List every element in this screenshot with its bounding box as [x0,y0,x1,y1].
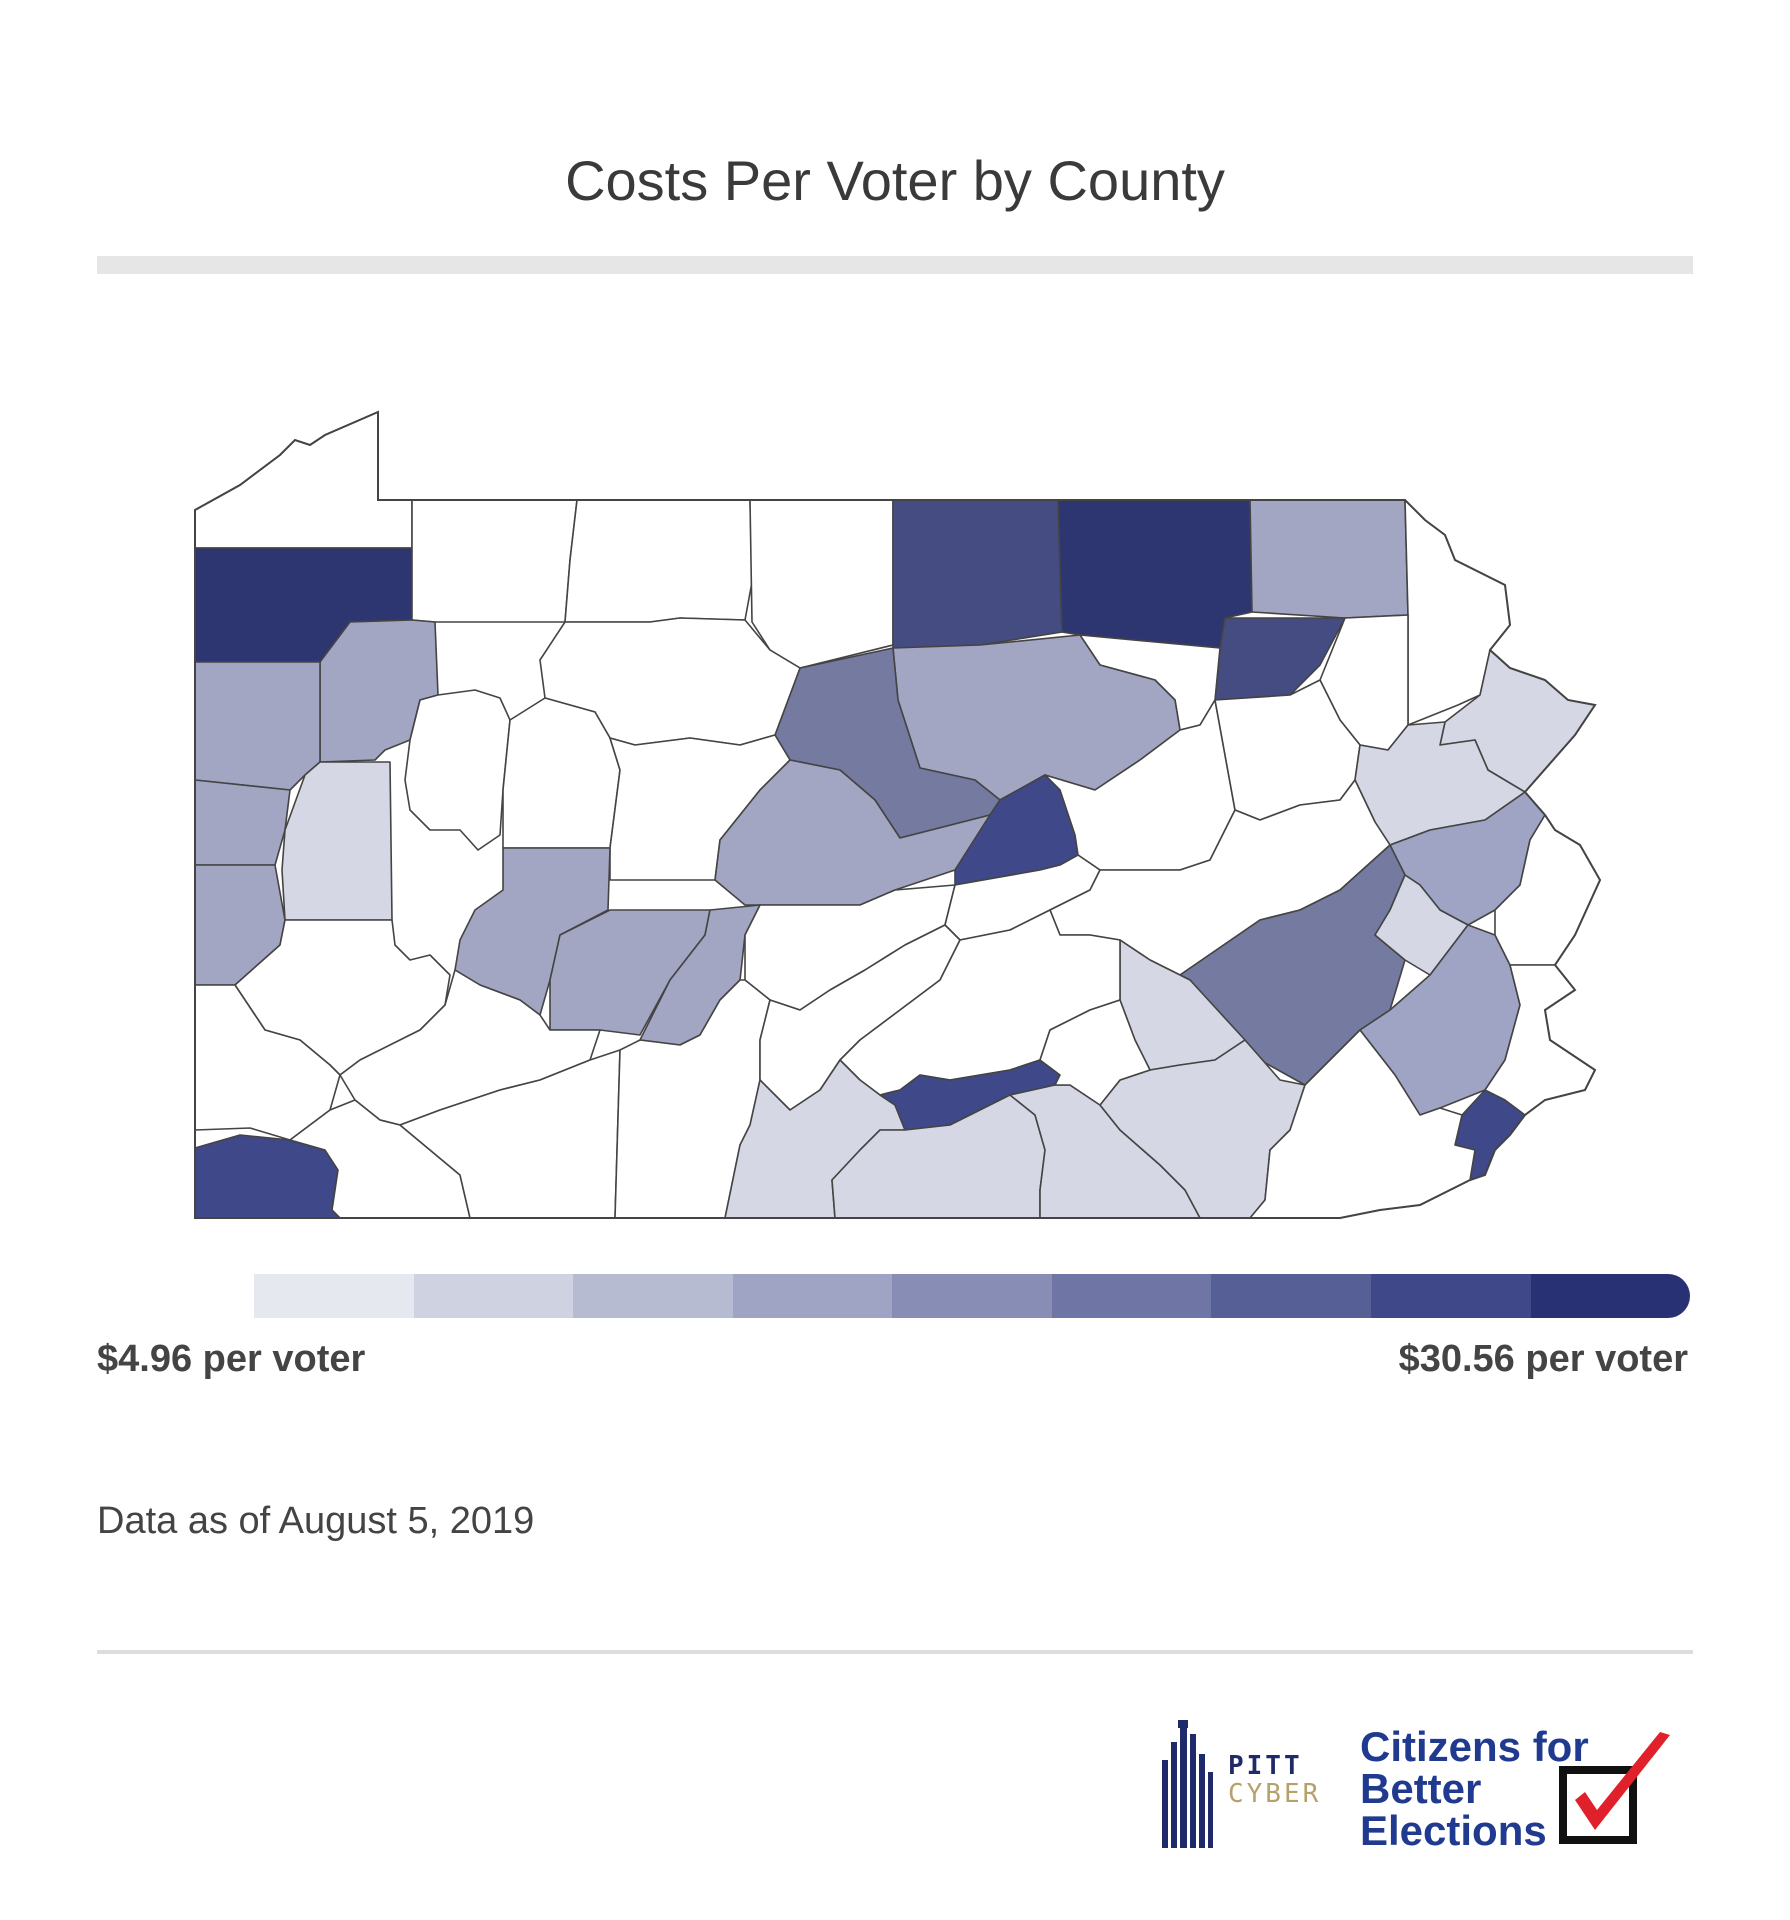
county-region [1374,874,1469,976]
checkbox-check-icon [1559,1732,1670,1844]
legend-step [1211,1274,1371,1318]
county-region [1249,499,1409,619]
county-region [1039,999,1151,1106]
legend-step [1051,1274,1212,1318]
color-scale-legend [254,1274,1691,1318]
legend-step [1370,1274,1531,1318]
county-region [749,499,894,669]
cbe-line1: Citizens for [1360,1723,1589,1770]
map-title: Costs Per Voter by County [565,149,1225,212]
county-region [564,499,753,623]
county-region [194,411,413,549]
data-date-note: Data as of August 5, 2019 [97,1500,535,1542]
citizens-for-better-elections-wordmark: Citizens for Better Elections [1360,1726,1589,1852]
legend-step [892,1274,1052,1318]
cbe-line3: Elections [1360,1807,1547,1854]
county-region [194,779,291,866]
pitt-label: PITT [1228,1751,1303,1781]
legend-step [573,1274,733,1318]
county-region [411,499,578,623]
legend-step [254,1274,414,1318]
county-region [194,661,321,791]
legend-min-label: $4.96 per voter [97,1338,366,1380]
county-region [404,689,511,851]
cyber-label: CYBER [1228,1779,1322,1809]
legend-step [732,1274,893,1318]
county-region [281,761,393,921]
legend-step [1530,1274,1691,1318]
county-region [399,1049,621,1219]
legend-step [413,1274,574,1318]
county-region [892,499,1063,649]
pitt-cyber-wordmark: PITT CYBER [1228,1752,1321,1808]
cbe-line2: Better [1360,1765,1482,1812]
title-divider [97,256,1693,274]
state-outline [194,410,1602,1219]
legend-max-label: $30.56 per voter [1398,1338,1688,1380]
pennsylvania-county-map [194,410,1602,1219]
footer-divider [97,1650,1693,1654]
pitt-cathedral-logo [1162,1720,1213,1848]
